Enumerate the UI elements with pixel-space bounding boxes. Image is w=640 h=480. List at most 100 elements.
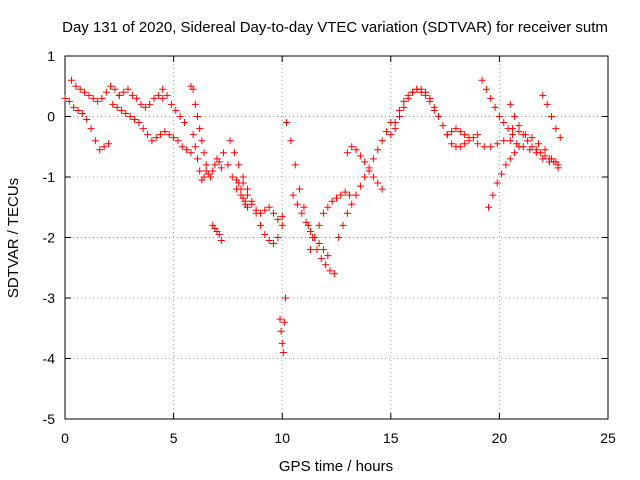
- data-point: [448, 140, 456, 148]
- data-point: [274, 234, 282, 241]
- data-point: [493, 140, 501, 148]
- data-point: [487, 143, 495, 151]
- data-point: [196, 125, 204, 133]
- data-point: [489, 191, 497, 199]
- data-point: [343, 149, 351, 157]
- series-sat-i: [220, 149, 249, 205]
- data-point: [404, 94, 412, 102]
- series-sat-aa: [508, 125, 562, 172]
- data-point: [135, 119, 143, 127]
- data-point: [109, 100, 117, 108]
- data-point: [289, 191, 297, 199]
- data-point: [191, 100, 199, 108]
- data-point: [369, 173, 377, 181]
- data-point: [356, 182, 364, 190]
- data-point: [189, 85, 197, 93]
- series-sat-s: [387, 85, 482, 151]
- series-sat-u: [443, 125, 473, 142]
- series-sat-d: [115, 85, 167, 111]
- data-point: [70, 103, 78, 111]
- data-point: [207, 173, 215, 181]
- data-point: [343, 209, 351, 217]
- data-point: [480, 143, 488, 151]
- data-point: [508, 131, 516, 139]
- data-point: [478, 76, 486, 84]
- data-point: [161, 128, 169, 136]
- data-point: [456, 128, 464, 136]
- data-point: [224, 161, 232, 169]
- data-point: [283, 119, 291, 127]
- data-point: [215, 158, 223, 166]
- data-point: [200, 149, 208, 157]
- data-point: [183, 146, 191, 154]
- data-point: [141, 103, 149, 111]
- data-point: [144, 131, 152, 139]
- data-point: [107, 82, 115, 90]
- data-point: [333, 194, 340, 202]
- data-point: [154, 91, 162, 99]
- data-point: [102, 88, 110, 96]
- data-point: [534, 140, 542, 148]
- data-point: [159, 85, 167, 93]
- data-point: [339, 221, 347, 229]
- data-point: [324, 252, 332, 260]
- data-point: [291, 161, 299, 169]
- data-point: [215, 230, 223, 238]
- data-point: [330, 270, 338, 278]
- data-point: [361, 158, 369, 166]
- data-point: [115, 91, 123, 99]
- data-point: [176, 113, 184, 120]
- y-tick-label: -4: [43, 351, 56, 367]
- series-sat-t: [391, 85, 438, 133]
- x-tick-label: 25: [600, 430, 616, 446]
- data-point: [117, 106, 125, 114]
- data-point: [281, 294, 289, 302]
- data-point: [200, 173, 208, 181]
- data-point: [426, 97, 434, 105]
- data-point: [170, 134, 178, 142]
- data-point: [374, 146, 382, 154]
- data-point: [211, 161, 219, 169]
- data-point: [157, 131, 165, 139]
- data-point: [300, 203, 308, 211]
- data-point: [498, 170, 506, 178]
- data-point: [537, 149, 545, 157]
- data-point: [391, 125, 399, 133]
- data-point: [248, 200, 256, 208]
- data-point: [422, 91, 430, 99]
- data-point: [87, 125, 95, 133]
- data-point: [91, 137, 99, 145]
- data-point: [202, 167, 210, 175]
- series-sat-x: [485, 143, 523, 211]
- data-point: [539, 91, 547, 99]
- data-point: [435, 113, 443, 120]
- data-point: [96, 146, 104, 154]
- series-sat-r: [343, 143, 386, 193]
- data-point: [506, 100, 514, 108]
- series-sat-b: [68, 76, 123, 105]
- data-point: [387, 131, 395, 139]
- y-tick-label: -2: [43, 230, 56, 246]
- x-axis-label: GPS time / hours: [279, 458, 393, 475]
- data-point: [474, 140, 482, 148]
- data-point: [198, 137, 206, 145]
- data-point: [83, 116, 91, 124]
- data-point: [541, 152, 549, 160]
- data-point: [126, 113, 134, 120]
- data-point: [243, 203, 251, 211]
- data-point: [400, 97, 408, 105]
- data-point: [317, 255, 325, 263]
- marks-layer: [61, 76, 564, 356]
- data-point: [276, 315, 284, 323]
- series-sat-w: [474, 137, 560, 166]
- data-point: [506, 155, 514, 163]
- data-point: [461, 131, 469, 139]
- data-point: [515, 143, 523, 151]
- data-point: [265, 237, 273, 245]
- data-point: [337, 191, 345, 199]
- data-point: [346, 191, 354, 199]
- data-point: [528, 143, 536, 151]
- data-point: [319, 246, 327, 254]
- x-tick-label: 0: [61, 430, 69, 446]
- data-point: [152, 134, 160, 142]
